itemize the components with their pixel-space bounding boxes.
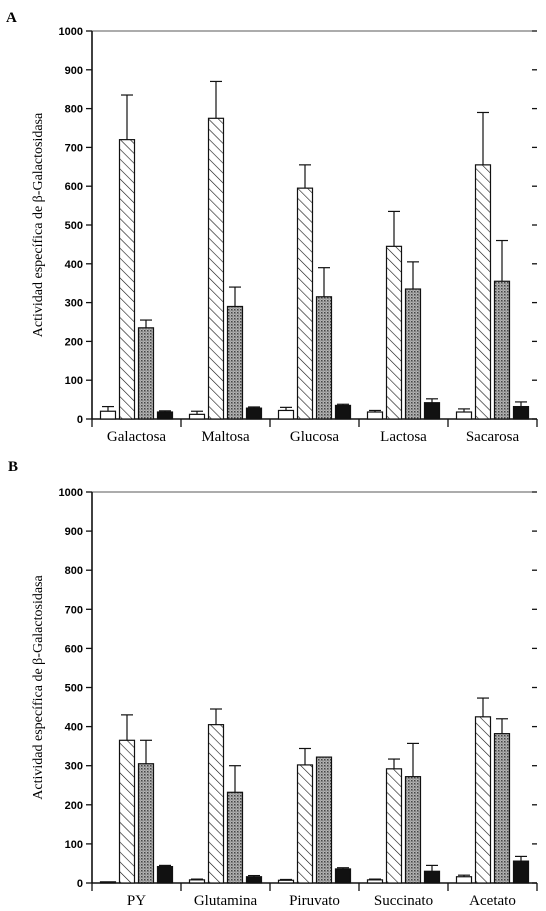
y-tick-label: 1000 <box>59 487 83 499</box>
x-category-label: Succinato <box>374 893 433 909</box>
bar-black <box>334 404 352 420</box>
bar-black <box>512 405 530 420</box>
bar-dotted <box>137 763 155 884</box>
chart-panel-b: 0 100 200 300 400 500 600 700 800 900 1000 Activida… <box>31 487 538 909</box>
bar-white <box>99 881 117 884</box>
bar-hatched <box>207 724 225 884</box>
bar-dotted <box>315 756 333 884</box>
bar-white <box>188 879 206 884</box>
bar-hatched <box>118 139 136 420</box>
y-tick-label: 900 <box>65 65 83 77</box>
panel-letter-a: A <box>6 10 17 26</box>
bar-hatched <box>385 245 403 420</box>
bar-black <box>245 876 263 884</box>
y-tick-label: 800 <box>65 104 83 116</box>
bar-white <box>277 409 295 420</box>
bar-hatched <box>118 739 136 884</box>
bar-black <box>512 860 530 884</box>
bar-black <box>245 407 263 420</box>
bar-hatched <box>207 117 225 420</box>
bar-white <box>455 876 473 884</box>
y-tick-label: 600 <box>65 643 83 655</box>
y-tick-label: 0 <box>77 414 83 426</box>
x-category-label: Galactosa <box>107 429 166 445</box>
y-tick-label: 800 <box>65 565 83 577</box>
bar-white <box>188 413 206 420</box>
x-category-label: Acetato <box>469 893 516 909</box>
bar-dotted <box>226 305 244 420</box>
y-tick-label: 400 <box>65 259 83 271</box>
bar-black <box>423 402 441 420</box>
y-tick-label: 0 <box>77 878 83 890</box>
bar-dotted <box>404 776 422 884</box>
y-tick-label: 500 <box>65 683 83 695</box>
chart-panel-a: 0 100 200 300 400 500 600 700 800 900 1000 Activida… <box>31 26 538 445</box>
y-tick-label: 900 <box>65 526 83 538</box>
y-tick-label: 300 <box>65 298 83 310</box>
x-category-label: Piruvato <box>289 893 340 909</box>
bar-dotted <box>404 288 422 420</box>
bar-hatched <box>296 764 314 884</box>
bar-white <box>366 411 384 420</box>
x-category-label: PY <box>127 893 146 909</box>
y-tick-label: 600 <box>65 181 83 193</box>
bar-dotted <box>226 791 244 884</box>
bar-dotted <box>315 296 333 420</box>
bar-hatched <box>296 187 314 420</box>
bar-hatched <box>385 768 403 884</box>
y-axis-title: Actividad específica de β-Galactosidasa <box>31 575 46 800</box>
bar-dotted <box>493 733 511 884</box>
x-category-label: Glutamina <box>194 893 258 909</box>
bar-black <box>334 868 352 884</box>
y-axis-title: Actividad específica de β-Galactosidasa <box>31 112 46 337</box>
y-tick-label: 700 <box>65 142 83 154</box>
bar-black <box>156 411 174 420</box>
bar-white <box>99 410 117 420</box>
bar-hatched <box>474 164 492 420</box>
y-tick-label: 100 <box>65 375 83 387</box>
bar-black <box>423 870 441 884</box>
bar-hatched <box>474 716 492 884</box>
bar-dotted <box>137 327 155 420</box>
y-tick-label: 500 <box>65 220 83 232</box>
panel-letter-b: B <box>8 459 18 475</box>
bar-white <box>455 411 473 420</box>
bar-dotted <box>493 280 511 420</box>
y-tick-label: 200 <box>65 800 83 812</box>
bar-black <box>156 865 174 884</box>
y-tick-label: 200 <box>65 336 83 348</box>
x-category-label: Sacarosa <box>466 429 520 445</box>
y-tick-label: 700 <box>65 604 83 616</box>
y-tick-label: 400 <box>65 722 83 734</box>
y-tick-label: 100 <box>65 839 83 851</box>
bar-white <box>366 879 384 884</box>
x-category-label: Lactosa <box>380 429 427 445</box>
y-tick-label: 1000 <box>59 26 83 38</box>
y-tick-label: 300 <box>65 761 83 773</box>
x-category-label: Maltosa <box>201 429 250 445</box>
bar-white <box>277 879 295 884</box>
x-category-label: Glucosa <box>290 429 339 445</box>
